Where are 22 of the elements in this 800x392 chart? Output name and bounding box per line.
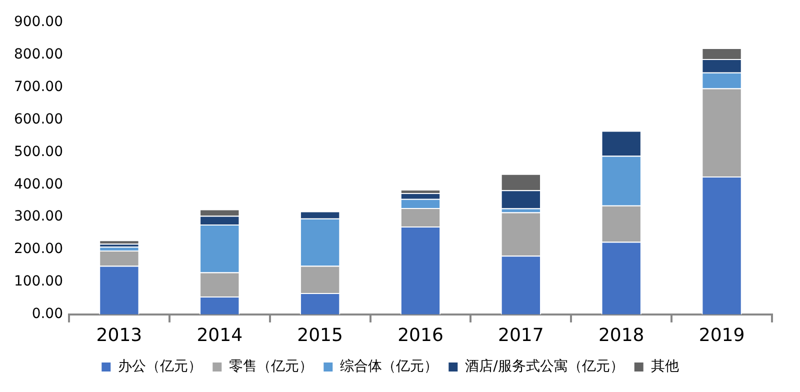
y-tick-label: 300.00	[14, 208, 63, 225]
y-tick-label: 500.00	[14, 144, 63, 160]
x-tick-label: 2013	[96, 324, 142, 346]
x-tick-label: 2014	[196, 324, 243, 346]
legend-label: 综合体（亿元）	[340, 358, 438, 375]
x-tick-label: 2019	[698, 324, 745, 346]
y-tick-label: 800.00	[14, 46, 63, 62]
y-tick-label: 600.00	[14, 111, 63, 128]
x-tick-label: 2016	[398, 324, 444, 346]
y-tick-label: 900.00	[14, 14, 63, 30]
y-tick-label: 0.00	[32, 306, 63, 322]
y-tick-label: 200.00	[14, 241, 63, 258]
x-tick-label: 2018	[598, 324, 644, 346]
y-tick-label: 700.00	[14, 78, 63, 95]
x-tick-label: 2017	[498, 324, 544, 346]
y-tick-label: 400.00	[14, 176, 63, 192]
legend-label: 其他	[650, 358, 679, 375]
legend-label: 酒店/服务式公寓（亿元）	[465, 358, 624, 375]
x-tick-label: 2015	[297, 324, 343, 346]
y-tick-label: 100.00	[14, 274, 63, 290]
legend-label: 零售（亿元）	[229, 358, 314, 375]
legend-label: 办公（亿元）	[118, 358, 202, 375]
